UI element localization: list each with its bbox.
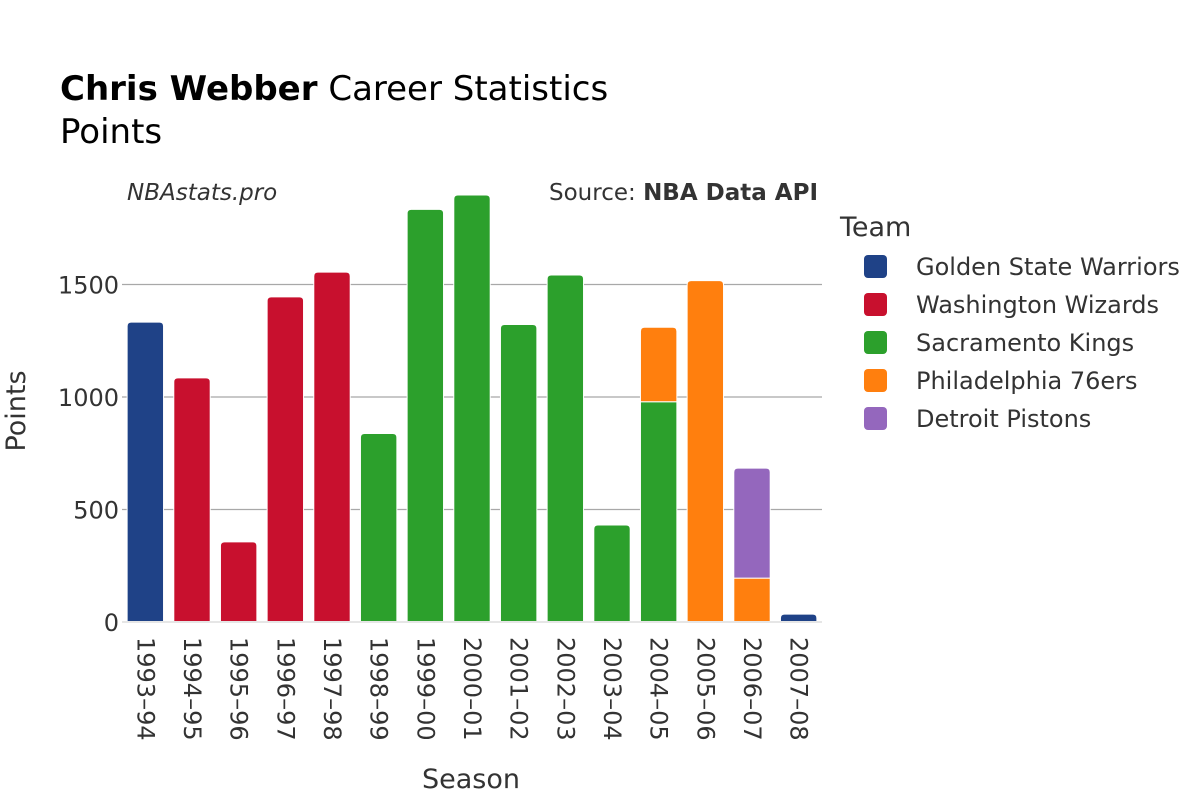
source-prefix: Source:	[549, 180, 643, 206]
x-tick-label: 1998–99	[365, 637, 393, 741]
bar-segment	[126, 321, 165, 623]
x-tick-label: 2000–01	[458, 637, 486, 741]
y-tick-label: 1500	[58, 272, 119, 300]
source-name: NBA Data API	[643, 180, 818, 206]
legend-swatch	[864, 407, 887, 430]
site-credit: NBAstats.pro	[127, 180, 277, 206]
legend-label: Detroit Pistons	[916, 405, 1091, 433]
legend-label: Washington Wizards	[916, 291, 1159, 319]
y-axis-label: Points	[1, 370, 32, 451]
bar-segment	[453, 194, 491, 623]
bar-segment	[219, 541, 258, 623]
legend: Golden State Warriors Washington Wizards S…	[864, 253, 1180, 433]
bar-segment	[266, 296, 305, 623]
x-tick-label: 2004–05	[645, 637, 673, 741]
x-tick-label: 1996–97	[271, 637, 299, 741]
x-tick-label: 2005–06	[691, 637, 719, 741]
bar-segment	[593, 524, 631, 623]
legend-swatch	[864, 369, 887, 392]
x-tick-label: 1995–96	[225, 637, 253, 741]
x-axis-ticks: 1993–94 1994–95 1995–96 1996–97 1997–98 1998–…	[131, 637, 812, 741]
source-credit: Source: NBA Data API	[549, 180, 818, 206]
y-tick-label: 1000	[58, 384, 119, 412]
x-tick-label: 1993–94	[131, 637, 159, 741]
x-tick-label: 2001–02	[505, 637, 533, 741]
bar-segment	[499, 324, 538, 623]
y-tick-label: 0	[104, 609, 119, 637]
x-tick-label: 2006–07	[738, 637, 766, 741]
chart-subtitle: Points	[60, 112, 162, 152]
chart-title: Chris Webber Career Statistics	[60, 69, 608, 109]
bar-segment	[733, 467, 771, 579]
chart-title-player: Chris Webber	[60, 69, 318, 109]
bar-segment	[779, 613, 818, 623]
x-tick-label: 1994–95	[178, 637, 206, 741]
legend-swatch	[864, 331, 887, 354]
chart-title-rest: Career Statistics	[328, 69, 608, 109]
legend-swatch	[864, 293, 887, 316]
bar-segment	[733, 577, 771, 623]
legend-title: Team	[839, 212, 911, 243]
x-tick-label: 2003–04	[598, 637, 626, 741]
bar-segment	[686, 280, 725, 623]
x-tick-label: 1999–00	[411, 637, 439, 741]
bar-segment	[639, 326, 678, 403]
y-tick-label: 500	[73, 497, 119, 525]
bar-segment	[173, 377, 211, 623]
x-tick-label: 2002–03	[551, 637, 579, 741]
bar-segment	[313, 271, 351, 623]
legend-label: Philadelphia 76ers	[916, 367, 1138, 395]
bar-segment	[406, 208, 445, 623]
bar-segment	[546, 274, 585, 623]
bar-segment	[359, 432, 398, 623]
x-tick-label: 2007–08	[785, 637, 813, 741]
legend-swatch	[864, 255, 887, 278]
x-axis-label: Season	[422, 764, 520, 795]
x-tick-label: 1997–98	[318, 637, 346, 741]
bars	[122, 194, 822, 623]
y-axis-ticks: 0 500 1000 1500	[58, 272, 119, 638]
legend-label: Sacramento Kings	[916, 329, 1134, 357]
legend-label: Golden State Warriors	[916, 253, 1180, 281]
bar-segment	[639, 401, 678, 623]
